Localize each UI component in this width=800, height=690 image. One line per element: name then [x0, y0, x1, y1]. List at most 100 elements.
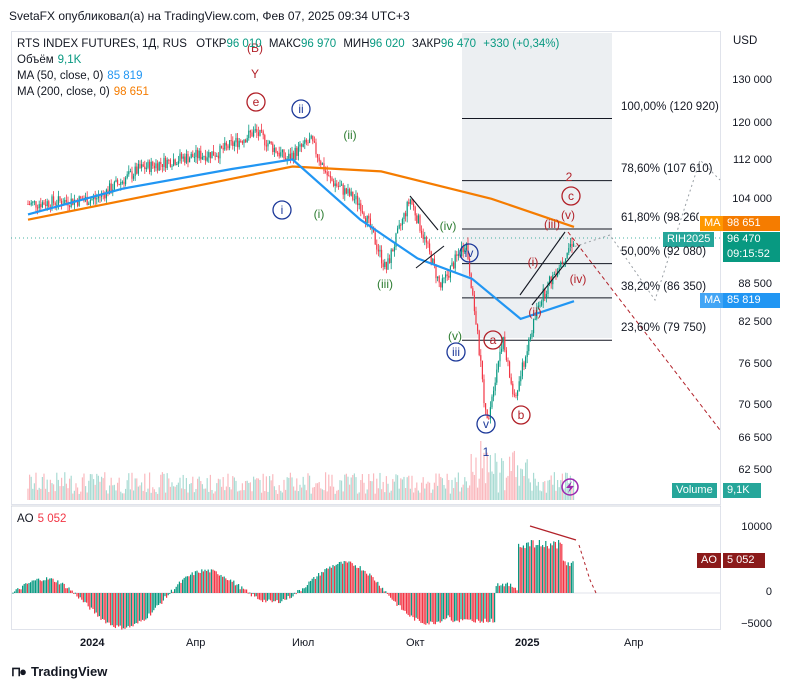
volume-bar — [268, 476, 271, 500]
wave-label: (i) — [528, 255, 539, 269]
candle-body — [152, 161, 154, 166]
ao-bar — [321, 571, 323, 593]
ao-bar — [377, 581, 379, 593]
candle-body — [254, 129, 256, 131]
candle-body — [121, 181, 123, 183]
price-pane[interactable] — [11, 31, 721, 505]
ao-bar — [524, 548, 526, 593]
candle-body — [80, 196, 82, 199]
ao-bar — [462, 593, 464, 621]
candle-body — [40, 204, 42, 208]
ao-bar — [268, 593, 270, 600]
ao-bar — [26, 583, 28, 593]
ao-bar — [62, 582, 64, 593]
candle-body — [195, 149, 197, 158]
candle-body — [281, 149, 283, 153]
volume-bar — [371, 481, 373, 500]
candle-body — [123, 181, 125, 185]
candle-body — [558, 267, 560, 272]
volume-bar — [374, 493, 376, 500]
volume-bar — [476, 487, 479, 500]
ao-bar — [250, 593, 252, 597]
ao-bar — [281, 593, 283, 602]
ao-bar — [246, 589, 248, 593]
volume-bar — [524, 462, 527, 500]
candle-body — [182, 156, 184, 159]
ao-pane[interactable] — [11, 506, 721, 630]
ao-bar — [231, 581, 233, 593]
ao-bar — [20, 589, 22, 593]
volume-bar — [532, 472, 535, 500]
ao-bar — [351, 563, 353, 593]
volume-bar — [449, 493, 451, 500]
volume-bar — [83, 473, 85, 500]
tradingview-logo[interactable]: ⊓● TradingView — [11, 664, 107, 680]
wave-circle — [446, 342, 466, 362]
candle-body — [185, 153, 187, 163]
legend-row-volume: Объём 9,1K — [17, 52, 81, 68]
volume-bar — [56, 472, 58, 500]
volume-bar — [224, 490, 226, 500]
volume-bar — [499, 472, 501, 500]
volume-bar — [217, 478, 219, 500]
volume-bar — [49, 479, 51, 500]
candle-body — [443, 277, 445, 279]
volume-bar — [289, 472, 291, 500]
candle-body — [115, 179, 117, 182]
candle-body — [526, 351, 528, 358]
volume-bar — [174, 486, 176, 500]
candle-body — [190, 153, 192, 159]
ao-bar — [39, 580, 41, 593]
volume-bar — [164, 492, 167, 500]
ao-bar — [353, 565, 355, 593]
last-price-badge: 96 470 — [723, 232, 780, 247]
candle-body — [52, 196, 55, 203]
ao-bar — [361, 570, 363, 593]
ao-bar — [404, 593, 406, 611]
volume-bar — [444, 488, 447, 500]
candle-body — [280, 152, 282, 157]
volume-bar — [464, 477, 466, 500]
candle-body — [60, 200, 63, 206]
ao-bar — [332, 565, 334, 593]
ao-bar — [302, 588, 304, 593]
currency-label[interactable]: USD — [733, 35, 758, 47]
candle-body — [97, 196, 99, 199]
volume-bar — [297, 491, 299, 500]
candle-body — [342, 184, 344, 195]
volume-bars — [27, 440, 575, 500]
ao-bar — [278, 593, 280, 604]
wave-label: e — [253, 95, 260, 109]
volume-bar — [144, 473, 146, 500]
ao-bar — [500, 585, 502, 593]
volume-bar — [147, 488, 149, 500]
ao-bar — [340, 561, 342, 593]
volume-bar — [555, 490, 557, 500]
volume-bar — [334, 493, 336, 500]
volume-bar — [88, 480, 90, 500]
candle-body — [318, 157, 320, 162]
volume-bar — [572, 478, 575, 500]
price-tick: 76 500 — [738, 358, 772, 370]
time-tick: 2025 — [515, 637, 540, 649]
volume-bar — [385, 476, 387, 500]
candle-body — [401, 219, 403, 226]
candle-body — [465, 243, 467, 250]
ao-bar — [182, 579, 184, 593]
candle-body — [177, 161, 179, 165]
ao-tick: −5000 — [741, 618, 772, 630]
candle-body — [91, 198, 93, 201]
candle-body — [204, 156, 207, 161]
volume-bar — [531, 490, 533, 500]
candle-body — [160, 162, 162, 165]
ao-bar — [535, 545, 537, 593]
candle-body — [345, 188, 347, 194]
candle-body — [64, 200, 66, 205]
ao-bar — [457, 593, 459, 621]
ao-bar — [158, 593, 160, 605]
ao-bar — [44, 580, 46, 593]
candle-body — [382, 263, 384, 267]
volume-bar — [211, 489, 213, 500]
volume-bar — [488, 472, 490, 500]
candle-body — [547, 282, 549, 294]
